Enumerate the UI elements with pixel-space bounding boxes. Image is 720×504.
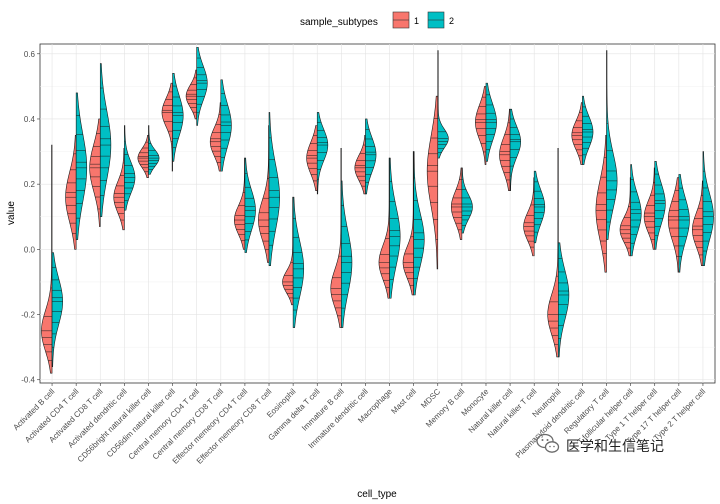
plot-background: [39, 43, 716, 384]
violin-half-1-22: [571, 102, 583, 165]
y-axis-title: value: [6, 201, 17, 225]
violin-half-1-24: [619, 177, 631, 257]
x-tick-label: MDSC: [419, 387, 442, 410]
violin-half-2-12: [341, 180, 353, 328]
legend: sample_subtypes 1 2: [300, 11, 454, 29]
violin-half-1-7: [209, 102, 222, 172]
violin-half-2-6: [196, 46, 208, 126]
violin-half-1-5: [161, 82, 173, 172]
y-tick-label: 0.0: [24, 245, 36, 254]
violin-half-2-16: [437, 50, 449, 159]
violin-half-1-21: [547, 148, 559, 358]
violin-half-2-10: [292, 196, 305, 328]
violin-half-2-19: [509, 108, 522, 191]
violin-half-2-25: [654, 161, 666, 250]
violin-half-2-3: [124, 125, 136, 211]
wechat-icon: [536, 433, 560, 453]
violin-half-2-27: [702, 151, 714, 266]
violin-half-2-4: [148, 125, 160, 175]
y-tick-label: 0.6: [24, 50, 36, 59]
violin-half-1-2: [89, 118, 101, 227]
violin-half-2-0: [51, 252, 63, 367]
violin-half-1-15: [402, 151, 414, 296]
violins-layer: [41, 46, 714, 374]
x-tick-label: Immature B cell: [300, 387, 346, 433]
violin-half-1-12: [330, 148, 342, 328]
violin-half-1-8: [233, 157, 246, 250]
violin-half-2-22: [582, 95, 594, 165]
y-tick-label: -0.4: [21, 376, 35, 385]
violin-half-2-9: [268, 112, 280, 266]
violin-half-1-17: [450, 167, 463, 240]
y-tick-label: 0.4: [24, 115, 36, 124]
legend-label-1: 1: [414, 16, 419, 26]
y-tick-label: 0.2: [24, 180, 36, 189]
violin-half-2-21: [558, 242, 570, 358]
violin-half-2-14: [389, 157, 401, 299]
violin-half-1-3: [113, 148, 125, 231]
violin-half-1-0: [41, 144, 53, 374]
x-tick-label: Activated B cell: [11, 387, 56, 432]
violin-half-1-20: [523, 177, 535, 257]
legend-label-2: 2: [449, 16, 454, 26]
violin-half-2-2: [99, 63, 112, 218]
x-tick-label: Mast cell: [389, 387, 418, 416]
violin-half-2-26: [678, 174, 690, 273]
y-axis: -0.4 -0.2 0.0 0.2 0.4 0.6: [21, 50, 40, 385]
watermark: 医学和生信笔记: [536, 433, 664, 455]
legend-title: sample_subtypes: [300, 17, 378, 28]
violin-half-2-1: [75, 92, 88, 240]
violin-half-2-17: [461, 167, 473, 234]
violin-half-2-11: [316, 112, 329, 195]
violin-half-1-9: [258, 125, 270, 263]
violin-half-2-8: [244, 157, 256, 253]
violin-half-1-16: [426, 95, 439, 270]
violin-half-1-14: [378, 157, 390, 299]
violin-half-1-25: [643, 167, 656, 250]
violin-half-1-23: [595, 134, 607, 273]
x-axis-title: cell_type: [357, 489, 397, 500]
watermark-text: 医学和生信笔记: [566, 439, 664, 455]
violin-half-2-15: [413, 151, 425, 296]
violin-half-1-18: [475, 86, 487, 165]
violin-half-1-10: [282, 196, 294, 306]
violin-half-1-19: [499, 108, 511, 191]
violin-half-2-5: [172, 73, 184, 162]
violin-half-1-13: [354, 134, 366, 195]
violin-half-2-24: [630, 164, 642, 257]
y-tick-label: -0.2: [21, 311, 35, 320]
violin-half-1-27: [692, 180, 704, 266]
